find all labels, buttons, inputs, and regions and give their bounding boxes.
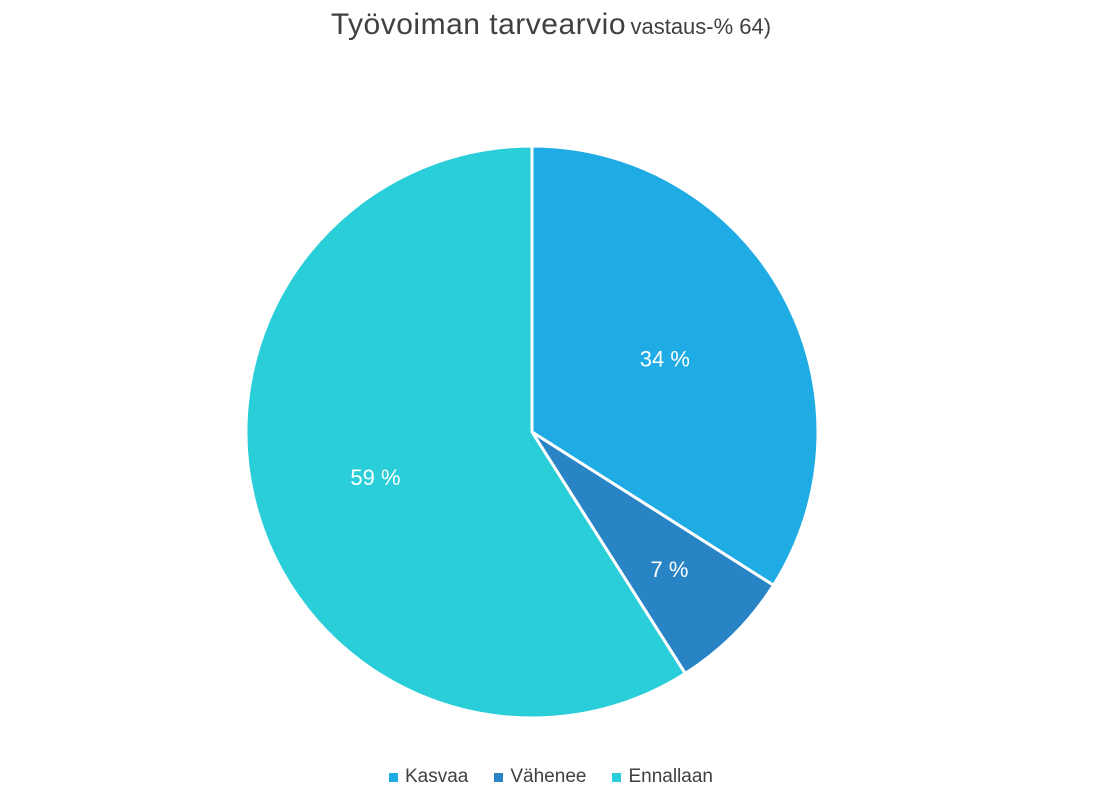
legend-swatch-kasvaa xyxy=(389,772,398,782)
chart-title: Työvoiman tarvearvio vastaus-% 64) xyxy=(0,8,1102,42)
legend-label-vahenee: Vähenee xyxy=(510,766,587,787)
legend-label-ennallaan: Ennallaan xyxy=(628,766,713,787)
data-label-vahenee: 7 % xyxy=(651,557,689,582)
pie-slice-ennallaan xyxy=(244,144,687,720)
pie-slice-kasvaa xyxy=(530,144,820,587)
chart-title-main: Työvoiman tarvearvio xyxy=(330,8,627,41)
legend-swatch-ennallaan xyxy=(612,772,622,782)
chart-title-sub: vastaus-% 64) xyxy=(630,14,772,39)
legend-item-vahenee: Vähenee xyxy=(494,766,586,788)
legend-swatch-vahenee xyxy=(494,772,504,782)
data-label-kasvaa: 34 % xyxy=(640,346,690,371)
legend-item-ennallaan: Ennallaan xyxy=(612,766,713,788)
data-label-ennallaan: 59 % xyxy=(350,465,400,490)
legend-item-kasvaa: Kasvaa xyxy=(389,766,468,788)
pie-slice-vahenee xyxy=(530,430,775,675)
legend-label-kasvaa: Kasvaa xyxy=(405,766,469,787)
chart-legend: Kasvaa Vähenee Ennallaan xyxy=(0,766,1102,788)
